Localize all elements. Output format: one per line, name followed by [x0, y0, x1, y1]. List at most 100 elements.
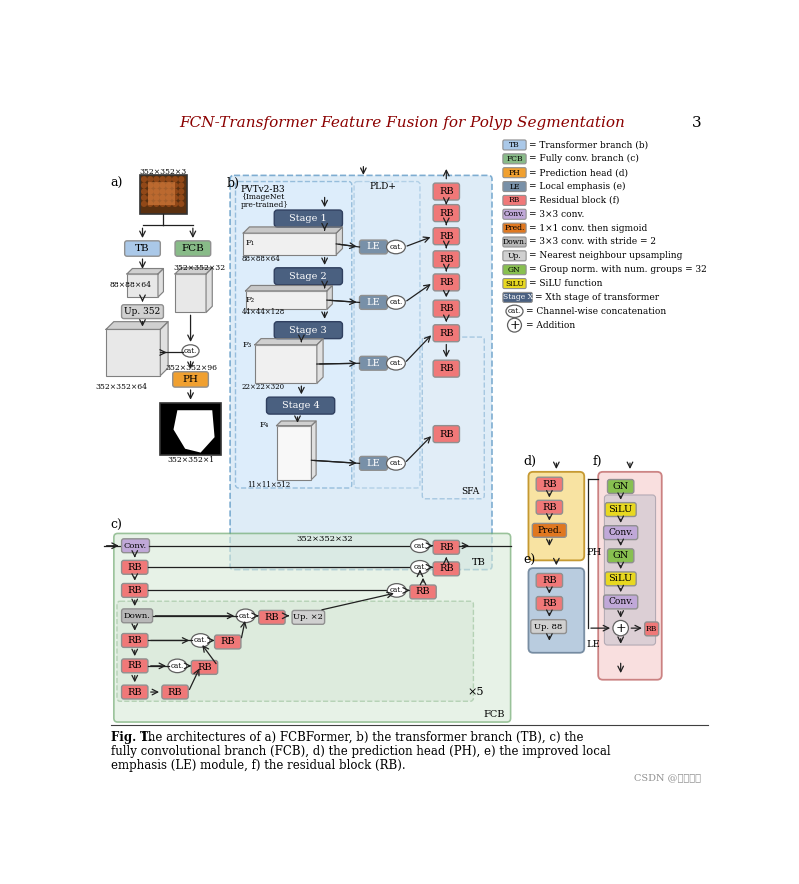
- Text: FCB: FCB: [483, 710, 505, 719]
- FancyBboxPatch shape: [433, 324, 459, 342]
- Polygon shape: [161, 322, 168, 376]
- Text: RB: RB: [439, 187, 454, 196]
- Circle shape: [160, 176, 165, 182]
- Text: RB: RB: [439, 430, 454, 438]
- FancyBboxPatch shape: [603, 526, 638, 539]
- FancyBboxPatch shape: [503, 154, 526, 164]
- FancyBboxPatch shape: [607, 479, 634, 493]
- FancyBboxPatch shape: [121, 539, 149, 552]
- Text: LE: LE: [367, 242, 380, 251]
- Text: RB: RB: [221, 637, 235, 646]
- Bar: [127, 274, 158, 297]
- FancyBboxPatch shape: [360, 356, 388, 370]
- FancyBboxPatch shape: [121, 659, 148, 673]
- Ellipse shape: [387, 456, 405, 470]
- FancyBboxPatch shape: [121, 560, 148, 575]
- Text: 88×88×64: 88×88×64: [109, 281, 151, 289]
- FancyBboxPatch shape: [503, 278, 526, 288]
- Polygon shape: [255, 339, 323, 345]
- Text: SiLU: SiLU: [609, 575, 633, 583]
- FancyBboxPatch shape: [423, 337, 484, 499]
- Text: F₃: F₃: [243, 340, 252, 349]
- FancyBboxPatch shape: [121, 685, 148, 699]
- FancyBboxPatch shape: [433, 274, 459, 291]
- Polygon shape: [127, 269, 164, 274]
- Text: RB: RB: [439, 543, 454, 552]
- Text: RB: RB: [439, 209, 454, 217]
- FancyBboxPatch shape: [433, 540, 459, 554]
- Text: F₄: F₄: [260, 421, 268, 429]
- Text: d): d): [523, 455, 536, 469]
- Text: RB: RB: [439, 329, 454, 338]
- Text: = Group norm. with num. groups = 32: = Group norm. with num. groups = 32: [529, 265, 707, 274]
- Ellipse shape: [168, 659, 187, 673]
- FancyBboxPatch shape: [121, 609, 153, 622]
- Polygon shape: [106, 322, 168, 330]
- Text: RB: RB: [415, 588, 431, 597]
- FancyBboxPatch shape: [433, 251, 459, 268]
- Circle shape: [141, 194, 147, 201]
- Text: PH: PH: [183, 375, 198, 384]
- Circle shape: [507, 318, 522, 332]
- Text: RB: RB: [168, 688, 182, 697]
- Text: 352×352×32: 352×352×32: [296, 535, 353, 543]
- Bar: [148, 181, 175, 204]
- Text: pre-trained}: pre-trained}: [241, 201, 289, 209]
- Polygon shape: [245, 286, 332, 291]
- Ellipse shape: [411, 560, 429, 574]
- Text: = Xth stage of transformer: = Xth stage of transformer: [535, 293, 659, 302]
- Bar: [140, 175, 187, 214]
- Ellipse shape: [387, 295, 405, 309]
- Text: cat.: cat.: [171, 662, 184, 670]
- FancyBboxPatch shape: [536, 574, 562, 587]
- Text: 352×352×32: 352×352×32: [173, 263, 225, 271]
- Ellipse shape: [182, 345, 199, 357]
- Text: = 3×3 conv. with stride = 2: = 3×3 conv. with stride = 2: [529, 238, 656, 247]
- Text: Conv.: Conv.: [504, 210, 525, 218]
- Text: Up.: Up.: [507, 252, 522, 260]
- FancyBboxPatch shape: [121, 634, 148, 647]
- Text: cat.: cat.: [194, 636, 207, 644]
- Text: LE: LE: [509, 182, 520, 191]
- FancyBboxPatch shape: [191, 660, 217, 674]
- Circle shape: [172, 182, 178, 188]
- Text: RB: RB: [127, 661, 142, 670]
- Text: PH: PH: [509, 169, 520, 177]
- Circle shape: [178, 176, 185, 182]
- Text: The architectures of a) FCBFormer, b) the transformer branch (TB), c) the: The architectures of a) FCBFormer, b) th…: [140, 731, 584, 744]
- Circle shape: [160, 182, 165, 188]
- Text: = Fully conv. branch (c): = Fully conv. branch (c): [529, 155, 639, 164]
- FancyBboxPatch shape: [274, 322, 343, 339]
- FancyBboxPatch shape: [117, 601, 474, 701]
- Text: cat.: cat.: [508, 308, 521, 316]
- Text: SiLU: SiLU: [609, 505, 633, 514]
- FancyBboxPatch shape: [360, 295, 388, 309]
- Text: FCB: FCB: [181, 244, 205, 253]
- Circle shape: [172, 201, 178, 207]
- Circle shape: [147, 201, 153, 207]
- Text: GN: GN: [613, 482, 629, 491]
- Circle shape: [160, 194, 165, 201]
- Circle shape: [141, 176, 147, 182]
- Circle shape: [153, 194, 160, 201]
- FancyBboxPatch shape: [503, 264, 526, 275]
- Text: Fig. 1.: Fig. 1.: [111, 731, 153, 744]
- FancyBboxPatch shape: [236, 181, 352, 488]
- Text: RB: RB: [439, 364, 454, 373]
- Text: Conv.: Conv.: [124, 542, 147, 550]
- Bar: [255, 345, 317, 384]
- Circle shape: [165, 201, 172, 207]
- Text: Up. ×2: Up. ×2: [293, 613, 324, 621]
- FancyBboxPatch shape: [259, 611, 285, 624]
- Text: cat.: cat.: [389, 243, 403, 251]
- FancyBboxPatch shape: [605, 572, 636, 586]
- FancyBboxPatch shape: [162, 685, 189, 699]
- Text: Conv.: Conv.: [608, 528, 634, 537]
- FancyBboxPatch shape: [598, 472, 662, 680]
- Text: RB: RB: [542, 599, 557, 608]
- FancyBboxPatch shape: [433, 425, 459, 443]
- Text: emphasis (LE) module, f) the residual block (RB).: emphasis (LE) module, f) the residual bl…: [111, 758, 405, 772]
- Ellipse shape: [191, 634, 210, 647]
- FancyBboxPatch shape: [125, 240, 161, 256]
- FancyBboxPatch shape: [503, 293, 532, 302]
